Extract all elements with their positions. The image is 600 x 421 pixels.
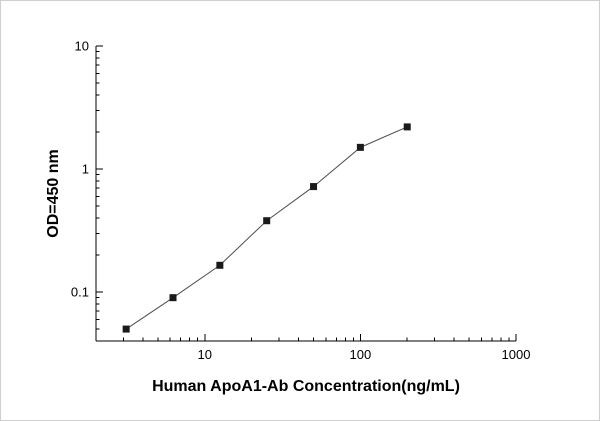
x-tick-label: 10 [198, 347, 212, 362]
y-tick-label: 10 [75, 39, 89, 54]
axes: 10 100 1000 0.1 1 10 [71, 39, 531, 363]
data-point [122, 325, 130, 333]
data-point [356, 143, 364, 151]
data-point [263, 217, 271, 225]
data-point [403, 123, 411, 131]
data-series [122, 123, 411, 333]
y-tick-label: 1 [82, 162, 89, 177]
series-line [125, 126, 408, 330]
x-axis-title: Human ApoA1-Ab Concentration(ng/mL) [152, 378, 460, 395]
y-tick-label: 0.1 [71, 285, 89, 300]
y-axis-title: OD=450 nm [45, 149, 62, 237]
x-tick-label: 100 [350, 347, 372, 362]
x-tick-label: 1000 [502, 347, 531, 362]
data-point [169, 294, 177, 302]
data-point [216, 261, 224, 269]
data-point [310, 183, 318, 191]
